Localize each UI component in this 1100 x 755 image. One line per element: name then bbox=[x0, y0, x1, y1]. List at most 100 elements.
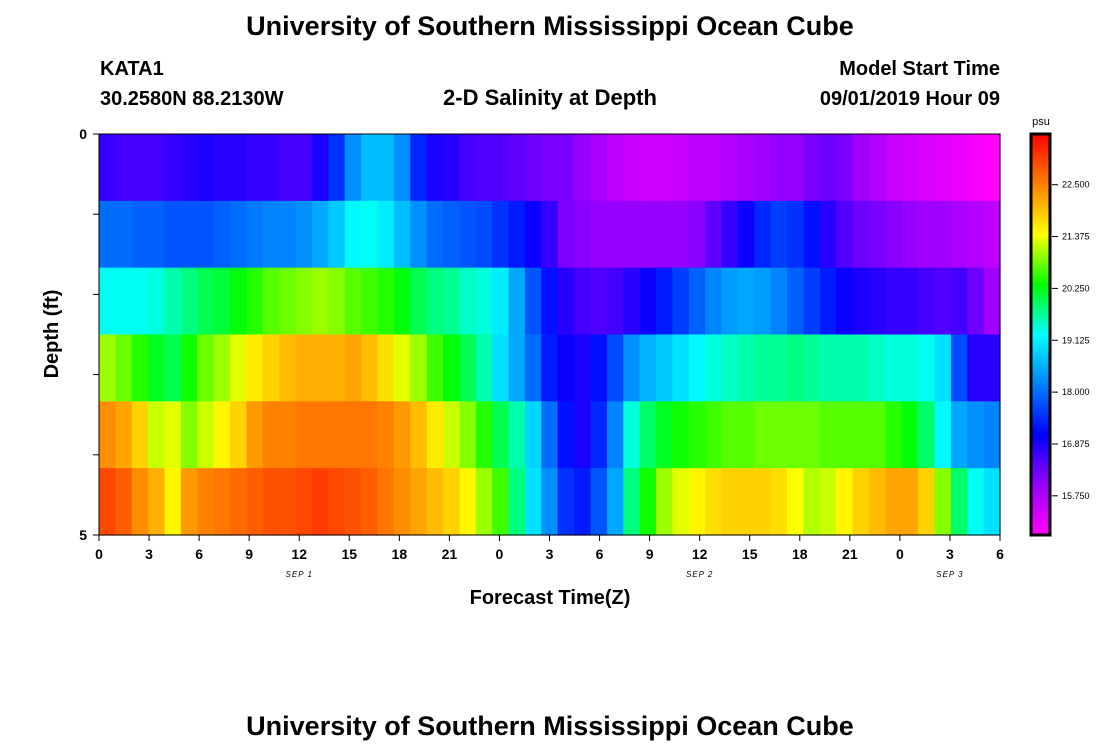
heatmap-cell bbox=[246, 200, 264, 269]
heatmap-cell bbox=[148, 134, 166, 202]
heatmap-cell bbox=[148, 334, 166, 402]
heatmap-cell bbox=[131, 267, 149, 336]
heatmap-cell bbox=[754, 134, 772, 202]
heatmap-cell bbox=[918, 468, 936, 536]
colorbar-tick-label: 15.750 bbox=[1062, 491, 1090, 501]
heatmap-cell bbox=[967, 267, 985, 336]
heatmap-cell bbox=[164, 468, 182, 536]
heatmap-cell bbox=[443, 401, 460, 469]
heatmap-cell bbox=[967, 401, 985, 469]
heatmap-cell bbox=[868, 401, 886, 469]
heatmap-cell bbox=[557, 334, 575, 402]
heatmap-cell bbox=[819, 468, 837, 536]
heatmap-cell bbox=[836, 134, 854, 202]
heatmap-cell bbox=[426, 468, 444, 536]
heatmap-cell bbox=[836, 401, 854, 469]
heatmap-cell bbox=[852, 401, 870, 469]
heatmap-cell bbox=[770, 401, 788, 469]
heatmap-cell bbox=[918, 200, 936, 269]
heatmap-cell bbox=[279, 200, 297, 269]
heatmap-cell bbox=[574, 134, 592, 202]
colorbar bbox=[1029, 132, 1052, 537]
heatmap-cell bbox=[361, 134, 379, 202]
heatmap-cell bbox=[852, 134, 870, 202]
heatmap-cell bbox=[180, 200, 198, 269]
heatmap-cell bbox=[410, 267, 428, 336]
heatmap-cell bbox=[246, 134, 264, 202]
heatmap-cell bbox=[131, 401, 149, 469]
heatmap-cell bbox=[590, 267, 608, 336]
heatmap-cell bbox=[361, 334, 379, 402]
heatmap-cell bbox=[459, 401, 477, 469]
heatmap-cell bbox=[836, 267, 854, 336]
heatmap-cell bbox=[262, 200, 280, 269]
heatmap-cell bbox=[344, 334, 362, 402]
heatmap-cell bbox=[475, 267, 493, 336]
station-coords: 30.2580N 88.2130W bbox=[100, 88, 284, 110]
heatmap-cell bbox=[705, 134, 723, 202]
heatmap-cell bbox=[590, 200, 608, 269]
heatmap-cell bbox=[279, 334, 297, 402]
heatmap-cell bbox=[230, 468, 248, 536]
heatmap-cell bbox=[950, 267, 968, 336]
heatmap-cell bbox=[279, 468, 297, 536]
x-tick-label: 3 bbox=[546, 546, 554, 562]
heatmap-cell bbox=[819, 334, 837, 402]
heatmap-cell bbox=[180, 468, 198, 536]
heatmap-cell bbox=[443, 200, 460, 269]
heatmap-cell bbox=[590, 401, 608, 469]
heatmap-cell bbox=[311, 468, 329, 536]
heatmap-cell bbox=[639, 334, 657, 402]
heatmap-cell bbox=[99, 267, 116, 336]
heatmap-cell bbox=[393, 134, 411, 202]
heatmap-cell bbox=[983, 134, 1001, 202]
heatmap-cell bbox=[459, 468, 477, 536]
heatmap-cell bbox=[623, 200, 641, 269]
heatmap-cell bbox=[311, 200, 329, 269]
heatmap-cell bbox=[737, 134, 755, 202]
heatmap-cell bbox=[590, 134, 608, 202]
heatmap-cell bbox=[230, 267, 248, 336]
heatmap-cell bbox=[99, 401, 116, 469]
heatmap-cell bbox=[623, 468, 641, 536]
heatmap-cell bbox=[295, 401, 313, 469]
heatmap-cell bbox=[918, 267, 936, 336]
heatmap-cell bbox=[377, 401, 395, 469]
heatmap-cell bbox=[590, 334, 608, 402]
heatmap-cell bbox=[655, 267, 673, 336]
heatmap-cell bbox=[803, 334, 821, 402]
heatmap-cell bbox=[475, 401, 493, 469]
x-tick-label: 21 bbox=[442, 546, 458, 562]
heatmap-cell bbox=[639, 267, 657, 336]
heatmap-cell bbox=[262, 134, 280, 202]
heatmap-cell bbox=[377, 267, 395, 336]
heatmap-cell bbox=[770, 334, 788, 402]
heatmap-cell bbox=[197, 200, 215, 269]
heatmap-cell bbox=[655, 134, 673, 202]
model-start-value: 09/01/2019 Hour 09 bbox=[820, 88, 1000, 110]
heatmap-cell bbox=[213, 267, 231, 336]
heatmap-cell bbox=[705, 267, 723, 336]
heatmap-cell bbox=[99, 468, 116, 536]
x-tick-label: 18 bbox=[792, 546, 808, 562]
heatmap-cell bbox=[819, 267, 837, 336]
heatmap-cell bbox=[426, 134, 444, 202]
heatmap-cell bbox=[377, 334, 395, 402]
heatmap-cell bbox=[328, 200, 346, 269]
heatmap-cell bbox=[868, 468, 886, 536]
heatmap-cell bbox=[410, 401, 428, 469]
heatmap-cell bbox=[836, 334, 854, 402]
heatmap-cell bbox=[443, 334, 460, 402]
heatmap-cell bbox=[164, 401, 182, 469]
heatmap-cell bbox=[230, 401, 248, 469]
heatmap-cell bbox=[754, 267, 772, 336]
heatmap-cell bbox=[131, 334, 149, 402]
colorbar-tick-label: 16.875 bbox=[1062, 439, 1090, 449]
heatmap-cell bbox=[197, 401, 215, 469]
heatmap-cell bbox=[868, 334, 886, 402]
heatmap-cell bbox=[492, 401, 510, 469]
heatmap-cell bbox=[541, 200, 559, 269]
colorbar-unit: psu bbox=[1032, 116, 1050, 128]
page-title: University of Southern Mississippi Ocean… bbox=[246, 11, 854, 41]
